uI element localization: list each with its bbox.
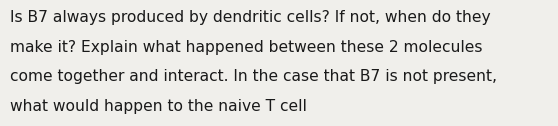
Text: come together and interact. In the case that B7 is not present,: come together and interact. In the case …: [10, 69, 497, 84]
Text: Is B7 always produced by dendritic cells? If not, when do they: Is B7 always produced by dendritic cells…: [10, 10, 490, 25]
Text: make it? Explain what happened between these 2 molecules: make it? Explain what happened between t…: [10, 40, 483, 55]
Text: what would happen to the naive T cell: what would happen to the naive T cell: [10, 99, 307, 114]
